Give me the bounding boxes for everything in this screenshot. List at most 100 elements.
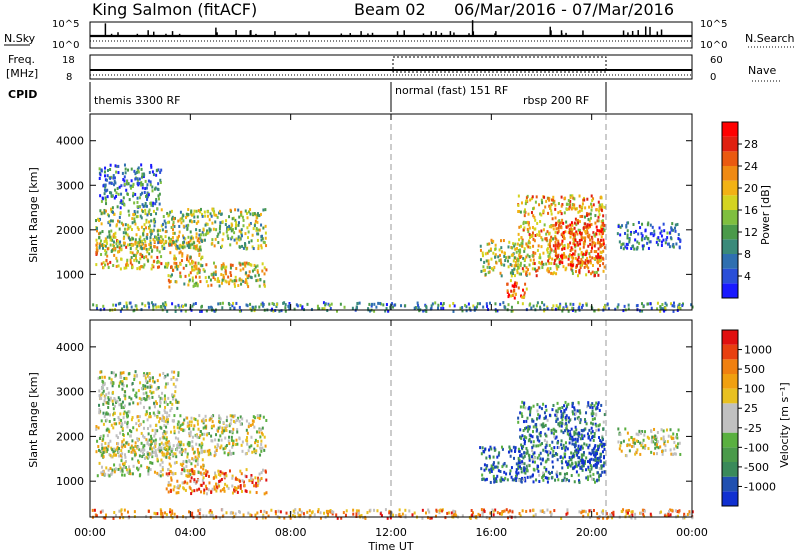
cell-velocity-3 <box>239 480 241 483</box>
cell-velocity-0 <box>99 462 101 465</box>
cell-power-1 <box>247 236 249 239</box>
cell-power-6 <box>534 268 536 271</box>
cell-power-8 <box>648 247 650 250</box>
cell-power-1 <box>211 238 213 241</box>
cell-power-1 <box>122 223 124 226</box>
cell-power-1 <box>109 236 111 239</box>
cell-power-6 <box>564 211 566 214</box>
cell-power-0 <box>156 249 158 252</box>
cell-power-7 <box>589 239 591 242</box>
cell-velocity-5 <box>589 438 591 441</box>
cell-velocity-1 <box>121 446 123 449</box>
cell-power-8 <box>651 232 653 235</box>
cell-velocity-3 <box>196 480 198 483</box>
cell-velocity-5 <box>555 420 557 423</box>
cell-velocity-3 <box>218 485 220 488</box>
cell-velocity-6 <box>595 452 597 455</box>
cell-velocity-1 <box>236 431 238 434</box>
cell-power-0 <box>178 251 180 254</box>
cell-power-1 <box>108 214 110 217</box>
cell-power-0 <box>157 260 159 263</box>
cell-power-6 <box>532 245 534 248</box>
cell-velocity-2 <box>104 382 106 385</box>
cell-velocity-2 <box>109 413 111 416</box>
cell-power-7 <box>574 222 576 225</box>
cell-power-1 <box>195 245 197 248</box>
cell-power-9 <box>414 307 416 310</box>
cell-velocity-2 <box>177 371 179 374</box>
cell-velocity-1 <box>192 436 194 439</box>
cell-velocity-8 <box>481 508 483 511</box>
cell-velocity-5 <box>561 418 563 421</box>
cell-power-1 <box>125 231 127 234</box>
cell-velocity-5 <box>532 473 534 476</box>
cell-power-6 <box>582 202 584 205</box>
cell-velocity-4 <box>503 471 505 474</box>
cell-velocity-2 <box>114 399 116 402</box>
cell-velocity-8 <box>298 514 300 517</box>
cell-power-4 <box>500 261 502 264</box>
cell-velocity-1 <box>130 434 132 437</box>
cell-power-7 <box>571 256 573 259</box>
cell-power-2 <box>141 176 143 179</box>
cell-velocity-1 <box>187 453 189 456</box>
cell-power-8 <box>642 234 644 237</box>
cell-power-0 <box>135 254 137 257</box>
cell-velocity-3 <box>257 484 259 487</box>
cell-power-5 <box>513 289 515 292</box>
cell-power-6 <box>566 208 568 211</box>
cell-velocity-1 <box>124 453 126 456</box>
cell-velocity-1 <box>148 415 150 418</box>
cell-power-1 <box>265 232 267 235</box>
cell-velocity-5 <box>598 424 600 427</box>
cell-velocity-5 <box>520 478 522 481</box>
cell-power-1 <box>169 211 171 214</box>
cell-velocity-7 <box>619 447 621 450</box>
cell-velocity-1 <box>214 438 216 441</box>
cell-velocity-1 <box>177 426 179 429</box>
cell-velocity-5 <box>579 421 581 424</box>
cell-velocity-3 <box>240 484 242 487</box>
cell-velocity-1 <box>130 430 132 433</box>
cell-power-9 <box>502 301 504 304</box>
cell-power-1 <box>182 241 184 244</box>
cell-power-7 <box>580 232 582 235</box>
cell-power-9 <box>507 303 509 306</box>
cell-power-3 <box>230 274 232 277</box>
cell-velocity-1 <box>103 434 105 437</box>
cell-power-4 <box>488 250 490 253</box>
cell-power-1 <box>222 238 224 241</box>
cell-power-3 <box>242 262 244 265</box>
cell-power-6 <box>579 210 581 213</box>
cell-power-0 <box>110 244 112 247</box>
cell-power-2 <box>146 187 148 190</box>
cell-power-9 <box>454 304 456 307</box>
cell-velocity-7 <box>670 448 672 451</box>
cell-velocity-1 <box>228 439 230 442</box>
cell-velocity-3 <box>257 480 259 483</box>
cell-power-9 <box>131 306 133 309</box>
cell-power-6 <box>538 203 540 206</box>
cell-velocity-1 <box>229 430 231 433</box>
cell-velocity-2 <box>144 385 146 388</box>
cell-velocity-2 <box>107 401 109 404</box>
cell-power-9 <box>284 306 286 309</box>
cell-power-6 <box>585 273 587 276</box>
cell-power-7 <box>600 239 602 242</box>
cell-velocity-1 <box>156 416 158 419</box>
cell-power-3 <box>168 285 170 288</box>
cell-velocity-0 <box>201 442 203 445</box>
cell-power-1 <box>207 215 209 218</box>
cell-velocity-2 <box>124 397 126 400</box>
cell-velocity-0 <box>185 465 187 468</box>
cell-power-8 <box>671 229 673 232</box>
cell-power-2 <box>146 205 148 208</box>
cell-power-7 <box>570 227 572 230</box>
cell-velocity-1 <box>226 419 228 422</box>
cell-velocity-5 <box>524 435 526 438</box>
cell-velocity-2 <box>133 378 135 381</box>
cell-power-9 <box>160 305 162 308</box>
cell-velocity-2 <box>159 405 161 408</box>
cell-power-9 <box>130 301 132 304</box>
cell-velocity-5 <box>524 462 526 465</box>
